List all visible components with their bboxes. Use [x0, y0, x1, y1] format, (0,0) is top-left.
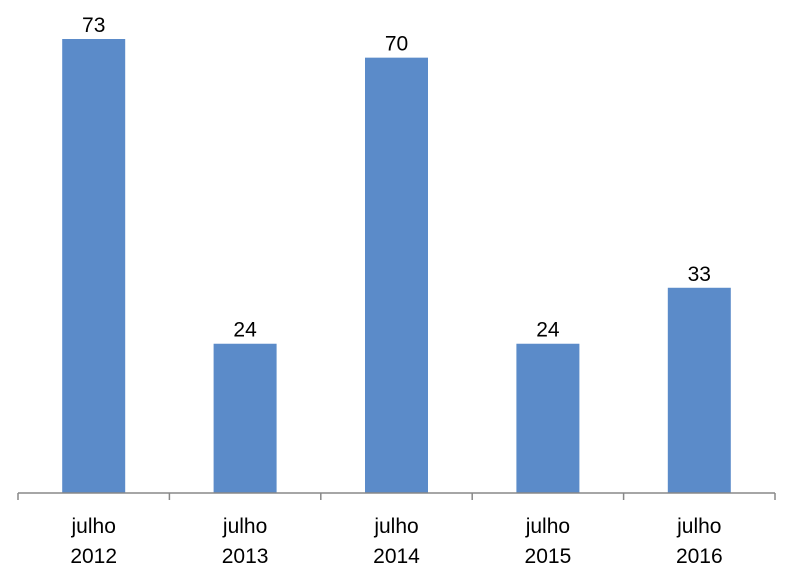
bar: [516, 343, 580, 493]
bar-value-label: 33: [688, 263, 711, 286]
bars-group: [62, 39, 731, 494]
x-axis-tick-label: julho 2012: [70, 515, 117, 568]
x-axis-tick-label: julho 2015: [525, 515, 572, 568]
x-axis-ticks: [17, 493, 776, 500]
bar: [667, 287, 731, 493]
tick-label-line-month: julho: [71, 515, 116, 538]
x-axis-tick-label: julho 2013: [222, 515, 269, 568]
bar-value-label: 70: [385, 33, 408, 56]
bar-value-label: 24: [536, 319, 560, 342]
bar: [62, 39, 126, 493]
bar: [365, 57, 428, 494]
tick-label-line-year: 2016: [676, 545, 723, 568]
x-axis-tick-label: julho 2014: [373, 515, 420, 568]
tick-label-line-month: julho: [222, 515, 267, 538]
tick-label-line-year: 2014: [373, 545, 420, 568]
tick-label-line-year: 2015: [525, 545, 572, 568]
bar: [213, 343, 277, 493]
tick-label-line-month: julho: [676, 515, 721, 538]
tick-label-line-year: 2012: [70, 545, 117, 568]
tick-label-line-month: julho: [525, 515, 570, 538]
value-labels-group: 73 24 70 24 33: [82, 14, 711, 342]
bar-value-label: 73: [82, 14, 105, 37]
x-axis-tick-label: julho 2016: [676, 515, 723, 568]
bar-value-label: 24: [233, 319, 257, 342]
tick-label-line-year: 2013: [222, 545, 269, 568]
tick-label-line-month: julho: [373, 515, 418, 538]
